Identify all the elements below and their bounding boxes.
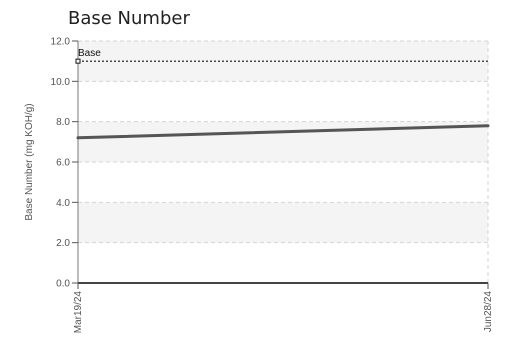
y-tick-label: 8.0 — [56, 117, 70, 128]
y-tick-label: 6.0 — [56, 158, 70, 169]
base-reference-label: Base — [78, 48, 101, 59]
y-tick-label: 12.0 — [51, 37, 71, 48]
chart-title: Base Number — [68, 8, 190, 29]
y-tick-label: 4.0 — [56, 198, 70, 209]
reference-lines: Base — [75, 48, 488, 64]
y-ticks: 0.0 2.0 4.0 6.0 8.0 10.0 12.0 — [51, 37, 78, 290]
x-tick-label: Jun28/24 — [483, 291, 494, 333]
y-axis-label: Base Number (mg KOH/g) — [24, 103, 35, 220]
background-bands — [78, 41, 488, 243]
y-tick-label: 2.0 — [56, 238, 70, 249]
x-tick-label: Mar19/24 — [73, 291, 84, 334]
x-ticks: Mar19/24 Jun28/24 — [73, 283, 494, 333]
y-tick-label: 0.0 — [56, 279, 70, 290]
series-lines — [76, 124, 490, 140]
base-reference-marker — [75, 58, 81, 64]
grid-band — [78, 202, 488, 243]
y-tick-label: 10.0 — [51, 77, 71, 88]
series-line — [76, 124, 490, 140]
